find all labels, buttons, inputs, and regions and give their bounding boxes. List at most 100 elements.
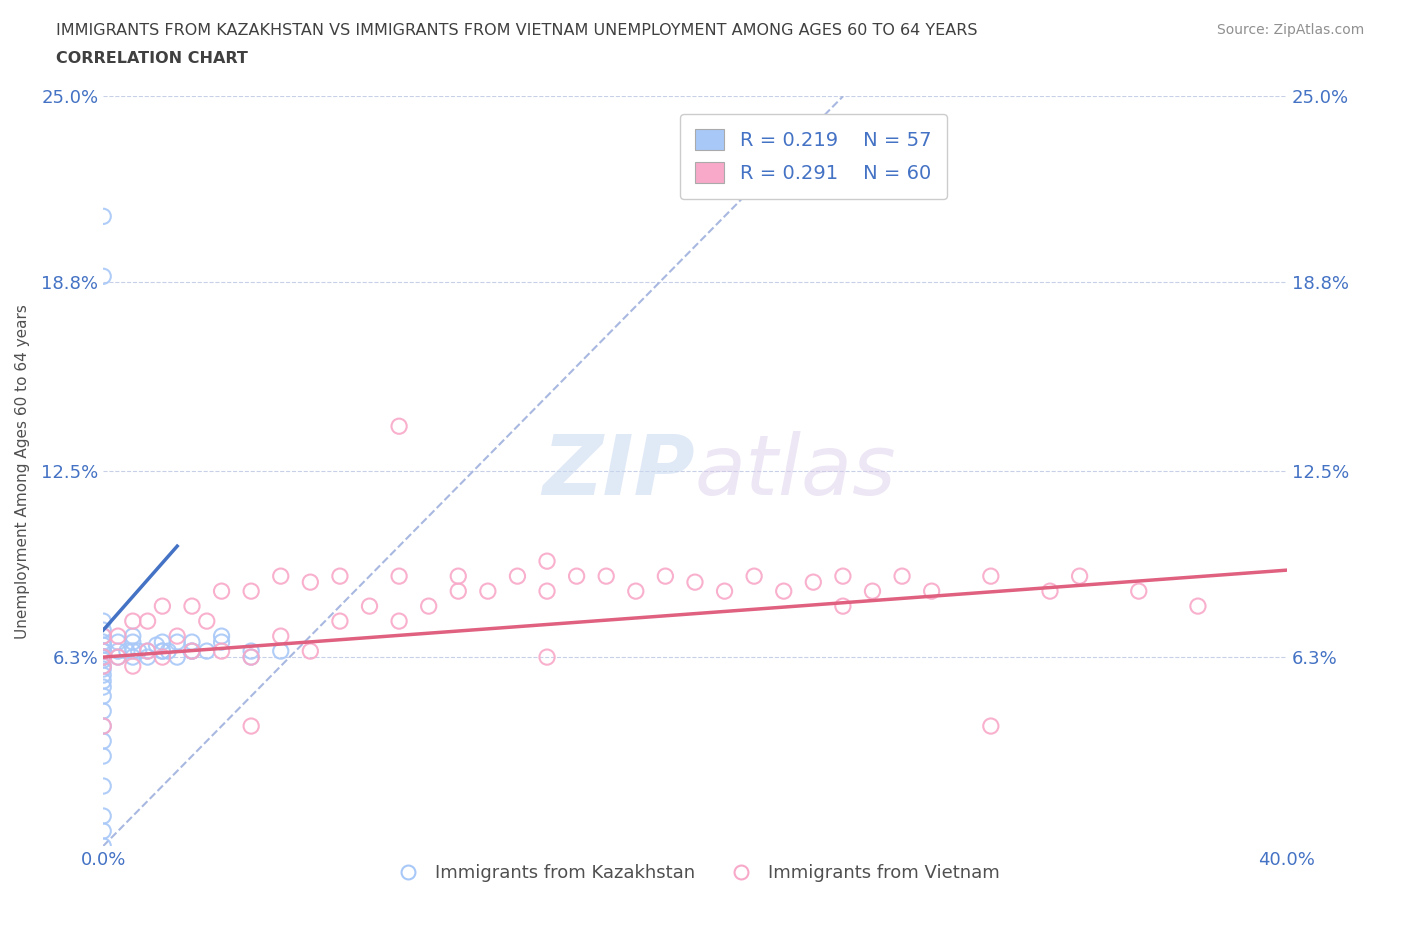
Point — [921, 584, 943, 599]
Point — [299, 644, 322, 658]
Point — [91, 658, 114, 673]
Point — [152, 644, 174, 658]
Point — [418, 599, 440, 614]
Point — [742, 569, 765, 584]
Point — [181, 644, 204, 658]
Point — [862, 584, 884, 599]
Point — [91, 661, 114, 676]
Point — [240, 650, 263, 665]
Point — [565, 569, 588, 584]
Point — [211, 629, 233, 644]
Point — [91, 629, 114, 644]
Point — [91, 808, 114, 823]
Legend: Immigrants from Kazakhstan, Immigrants from Vietnam: Immigrants from Kazakhstan, Immigrants f… — [382, 857, 1007, 889]
Point — [136, 650, 159, 665]
Point — [145, 638, 167, 653]
Point — [128, 644, 150, 658]
Point — [240, 644, 263, 658]
Point — [240, 650, 263, 665]
Point — [91, 668, 114, 683]
Point — [152, 644, 174, 658]
Point — [299, 575, 322, 590]
Point — [211, 634, 233, 649]
Point — [270, 569, 292, 584]
Point — [329, 569, 352, 584]
Point — [115, 644, 138, 658]
Point — [91, 650, 114, 665]
Point — [832, 599, 855, 614]
Point — [195, 614, 218, 629]
Point — [91, 629, 114, 644]
Point — [1187, 599, 1209, 614]
Y-axis label: Unemployment Among Ages 60 to 64 years: Unemployment Among Ages 60 to 64 years — [15, 304, 30, 639]
Point — [152, 650, 174, 665]
Point — [91, 650, 114, 665]
Text: ZIP: ZIP — [543, 431, 695, 512]
Point — [107, 650, 129, 665]
Point — [359, 599, 381, 614]
Point — [91, 650, 114, 665]
Point — [240, 584, 263, 599]
Point — [91, 634, 114, 649]
Point — [91, 650, 114, 665]
Point — [388, 614, 411, 629]
Point — [270, 629, 292, 644]
Point — [713, 584, 735, 599]
Point — [136, 644, 159, 658]
Point — [388, 569, 411, 584]
Point — [980, 719, 1002, 734]
Point — [181, 599, 204, 614]
Point — [107, 634, 129, 649]
Point — [91, 623, 114, 638]
Point — [91, 749, 114, 764]
Point — [211, 584, 233, 599]
Point — [91, 644, 114, 658]
Point — [181, 644, 204, 658]
Text: IMMIGRANTS FROM KAZAKHSTAN VS IMMIGRANTS FROM VIETNAM UNEMPLOYMENT AMONG AGES 60: IMMIGRANTS FROM KAZAKHSTAN VS IMMIGRANTS… — [56, 23, 977, 38]
Point — [121, 650, 143, 665]
Point — [91, 680, 114, 695]
Point — [595, 569, 617, 584]
Point — [107, 650, 129, 665]
Point — [91, 650, 114, 665]
Point — [240, 719, 263, 734]
Point — [447, 569, 470, 584]
Point — [91, 209, 114, 224]
Point — [1039, 584, 1062, 599]
Point — [107, 644, 129, 658]
Point — [91, 644, 114, 658]
Text: CORRELATION CHART: CORRELATION CHART — [56, 51, 247, 66]
Point — [91, 734, 114, 749]
Point — [329, 614, 352, 629]
Point — [772, 584, 794, 599]
Point — [91, 650, 114, 665]
Point — [536, 553, 558, 568]
Point — [270, 644, 292, 658]
Point — [91, 653, 114, 668]
Point — [624, 584, 647, 599]
Point — [801, 575, 824, 590]
Point — [121, 614, 143, 629]
Point — [166, 650, 188, 665]
Point — [683, 575, 706, 590]
Point — [91, 824, 114, 839]
Point — [181, 634, 204, 649]
Point — [121, 644, 143, 658]
Point — [107, 629, 129, 644]
Point — [211, 644, 233, 658]
Point — [1069, 569, 1091, 584]
Point — [91, 614, 114, 629]
Text: Source: ZipAtlas.com: Source: ZipAtlas.com — [1216, 23, 1364, 37]
Point — [121, 658, 143, 673]
Point — [536, 650, 558, 665]
Point — [152, 599, 174, 614]
Point — [91, 644, 114, 658]
Point — [181, 644, 204, 658]
Point — [388, 418, 411, 433]
Point — [91, 269, 114, 284]
Point — [447, 584, 470, 599]
Point — [157, 644, 180, 658]
Point — [891, 569, 914, 584]
Point — [152, 634, 174, 649]
Point — [477, 584, 499, 599]
